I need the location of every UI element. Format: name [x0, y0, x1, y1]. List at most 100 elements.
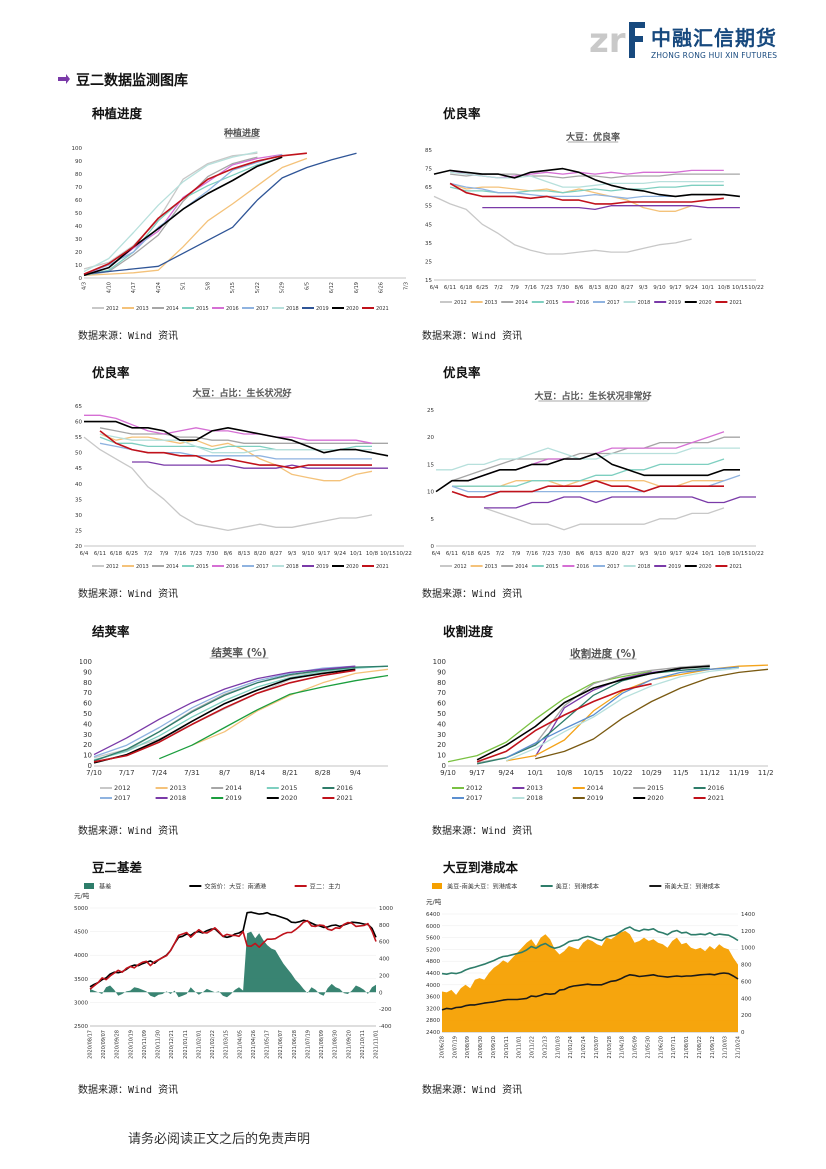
x-tick-label: 7/3 — [404, 282, 410, 290]
y-tick-label: 30 — [83, 731, 92, 739]
x-tick-label: 7/17 — [119, 769, 135, 777]
x-tick-label: 8/6 — [576, 551, 585, 557]
legend-label-2021: 2021 — [729, 564, 742, 570]
x-tick-label: 6/26 — [379, 282, 385, 293]
y2-tick-label: 400 — [379, 957, 390, 963]
x-tick-label: 8/7 — [219, 769, 230, 777]
legend-label-2014: 2014 — [166, 306, 179, 312]
series-line-2021 — [449, 182, 724, 205]
y2-tick-label: 1400 — [741, 912, 755, 918]
x-tick-label: 9/10 — [654, 551, 667, 557]
y-tick-label: 20 — [75, 250, 82, 256]
source-podding: 数据来源：Wind 资讯 — [78, 826, 179, 837]
x-tick-label: 9/17 — [669, 285, 682, 291]
x-tick-label: 21/05/30 — [645, 1036, 651, 1058]
legend-label-2016: 2016 — [576, 300, 589, 306]
y-tick-label: 0 — [88, 762, 92, 770]
series-line-2015 — [93, 665, 389, 761]
logo-mark-icon: zr — [589, 21, 645, 61]
legend-label-2016: 2016 — [226, 306, 239, 312]
y-tick-label: 10 — [75, 263, 82, 269]
y2-tick-label: 800 — [741, 963, 752, 969]
y-tick-label: 20 — [437, 741, 446, 749]
y-tick-label: 20 — [427, 435, 434, 441]
legend-label-2013: 2013 — [485, 564, 498, 570]
legend-label-2018: 2018 — [170, 794, 187, 802]
x-tick-label: 2020/11/09 — [142, 1030, 148, 1059]
legend-label-2013: 2013 — [170, 784, 187, 792]
legend-label-2017: 2017 — [607, 564, 620, 570]
legend-label-2013: 2013 — [526, 784, 543, 792]
x-tick-label: 8/13 — [590, 551, 603, 557]
chart-harvest-progress: 收割进度 (%) 0 10 20 30 40 50 60 70 80 90 100 9/10 9/17 9/… — [432, 640, 774, 810]
series-line-2012 — [83, 152, 258, 270]
x-tick-label: 21/01/03 — [555, 1036, 561, 1058]
y-tick-label: 90 — [437, 668, 446, 676]
series-line-美豆：到港成本 — [441, 926, 739, 975]
chart-good-share: 大豆：占比：生长状况好 20 25 30 35 40 45 50 55 60 65 6/4 6/11 6/… — [72, 382, 412, 576]
x-tick-label: 7/2 — [144, 551, 153, 557]
x-tick-label: 5/29 — [280, 282, 286, 293]
y2-tick-label: 0 — [379, 990, 383, 996]
legend-label-2013: 2013 — [485, 300, 498, 306]
x-tick-label: 6/4 — [432, 551, 441, 557]
series-line-2016 — [93, 665, 389, 762]
y-tick-label: 40 — [437, 720, 446, 728]
legend-label-2017: 2017 — [607, 300, 620, 306]
y-tick-label: 40 — [75, 224, 82, 230]
legend-label-美豆：到港成本: 美豆：到港成本 — [556, 883, 599, 891]
series-line-交货价：大豆：南通港 — [89, 911, 377, 988]
series-line-2013 — [191, 668, 389, 746]
panel-label-good: 优良率 — [443, 106, 481, 121]
y-tick-label: 60 — [75, 420, 82, 426]
x-tick-label: 9/10 — [440, 769, 456, 777]
series-line-2021 — [99, 430, 372, 469]
y-tick-label: 50 — [437, 710, 446, 718]
x-tick-label: 7/10 — [86, 769, 102, 777]
legend-label-2014: 2014 — [587, 784, 604, 792]
series-line-2013 — [99, 433, 373, 482]
x-tick-label: 9/3 — [288, 551, 297, 557]
x-tick-label: 2021/10/11 — [360, 1030, 366, 1059]
y-tick-label: 5 — [431, 517, 435, 523]
x-tick-label: 7/24 — [151, 769, 167, 777]
series-line-2019 — [484, 496, 756, 509]
y-tick-label: 100 — [433, 658, 446, 666]
y-tick-label: 90 — [75, 159, 82, 165]
legend-label-2013: 2013 — [136, 564, 149, 570]
legend-label-2016: 2016 — [226, 564, 239, 570]
y-tick-label: 60 — [75, 198, 82, 204]
x-tick-label: 10/1 — [527, 769, 543, 777]
y-tick-label: 75 — [425, 167, 432, 173]
y2-tick-label: 200 — [379, 973, 390, 979]
x-tick-label: 8/13 — [238, 551, 251, 557]
x-tick-label: 10/15 — [380, 551, 396, 557]
x-tick-label: 2020/08/17 — [88, 1030, 94, 1059]
x-tick-label: 9/17 — [670, 551, 683, 557]
chart-title: 大豆：占比：生长状况非常好 — [534, 390, 651, 402]
y-tick-label: 4000 — [426, 983, 440, 989]
y2-tick-label: 600 — [379, 940, 390, 946]
panel-label-planting: 种植进度 — [92, 106, 143, 121]
y-tick-label: 3600 — [426, 995, 440, 1001]
x-tick-label: 2020/12/21 — [169, 1030, 175, 1059]
y-tick-label: 80 — [83, 679, 92, 687]
legend-label-2020: 2020 — [699, 564, 712, 570]
chart-planting-progress: 种植进度 0 10 20 30 40 50 60 70 80 90 100 4/3 4/10 4/17 4/2… — [72, 122, 412, 318]
y2-tick-label: 1000 — [741, 946, 755, 952]
y-tick-label: 40 — [75, 482, 82, 488]
x-tick-label: 10/29 — [642, 769, 662, 777]
y-tick-label: 40 — [83, 720, 92, 728]
chart-good-rate: 大豆：优良率 15 25 35 45 55 65 75 85 6/4 6/11 6/18 6/25 7/2… — [420, 122, 766, 318]
panel-label-harvest: 收割进度 — [443, 624, 494, 639]
panel-label-basis: 豆二基差 — [92, 860, 143, 875]
y-tick-label: 2400 — [426, 1030, 440, 1036]
chart-title: 种植进度 — [223, 127, 261, 139]
x-tick-label: 21/04/18 — [620, 1036, 626, 1058]
x-tick-label: 6/25 — [476, 285, 489, 291]
legend-label-2018: 2018 — [286, 564, 299, 570]
x-tick-label: 11/5 — [673, 769, 689, 777]
series-line-2012 — [483, 507, 725, 531]
y-tick-label: 55 — [425, 204, 432, 210]
legend-label-2014: 2014 — [515, 564, 528, 570]
